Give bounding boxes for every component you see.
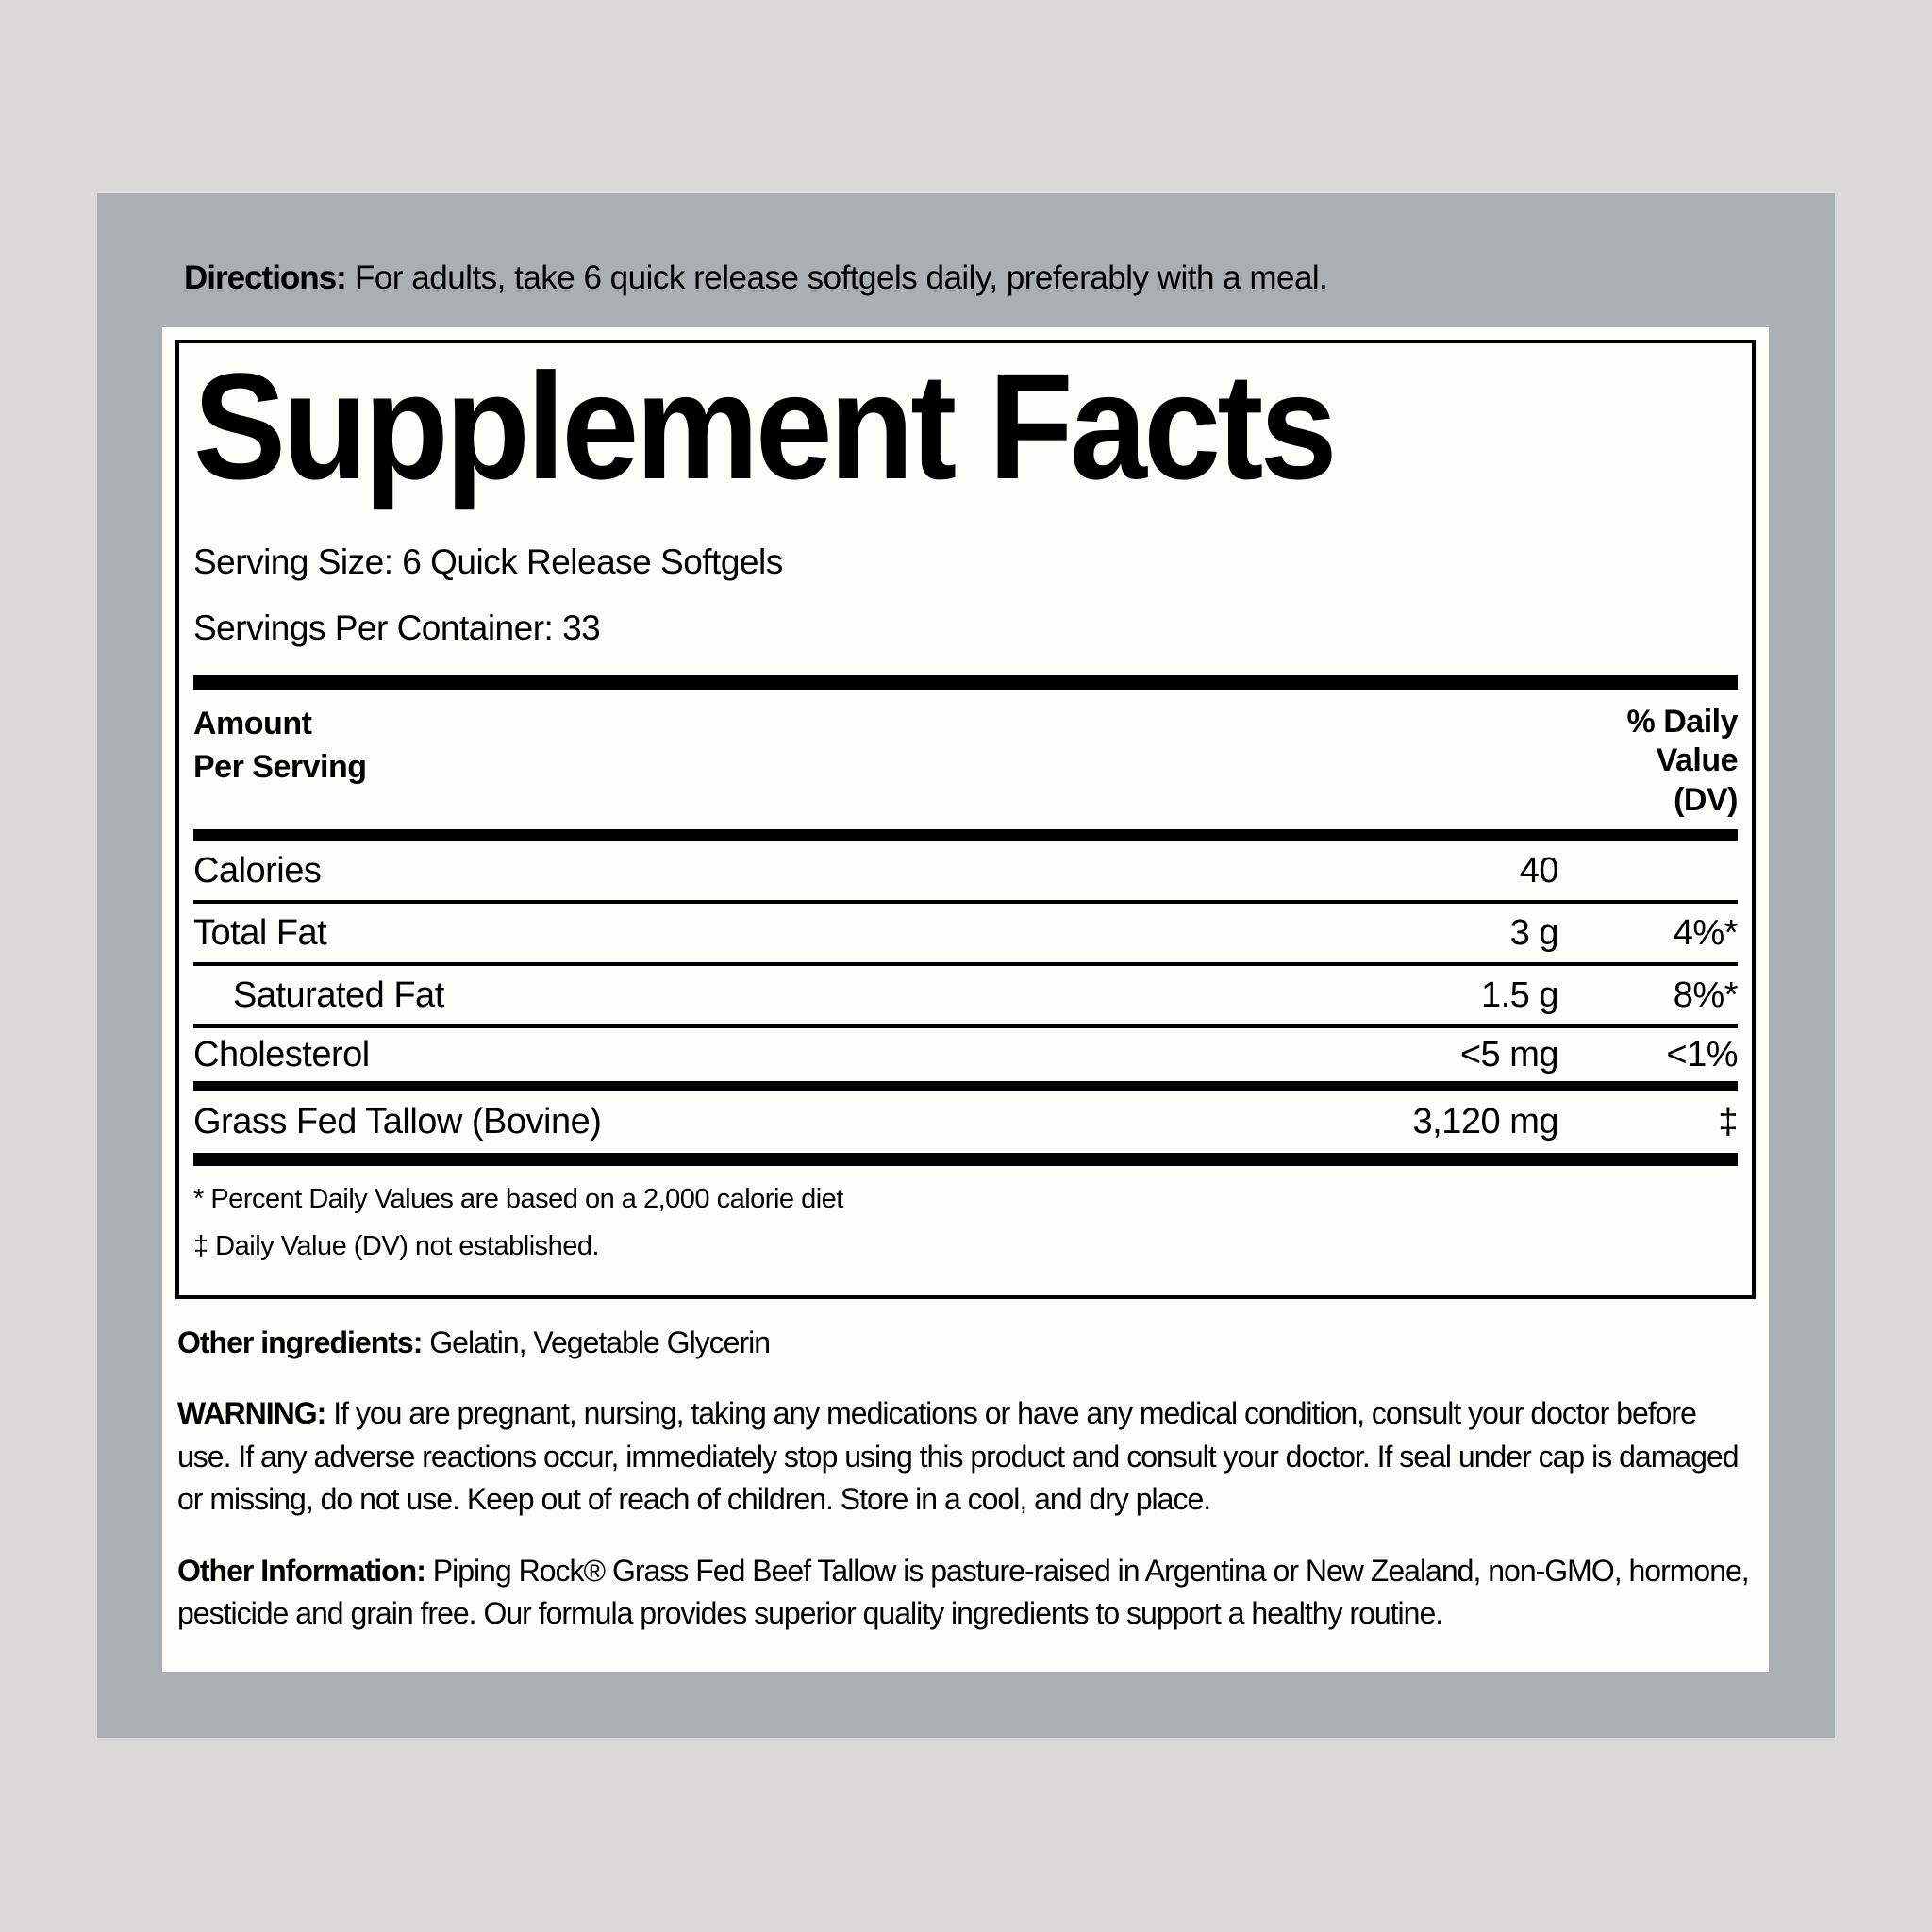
table-row-saturated-fat: Saturated Fat 1.5 g 8%* (193, 966, 1739, 1029)
footnote-dv-not-established: ‡ Daily Value (DV) not established. (193, 1231, 600, 1262)
row-amount: <5 mg (1459, 1034, 1559, 1074)
daily-value-header: % Daily Value (DV) (1626, 703, 1739, 818)
warning-text: If you are pregnant, nursing, taking any… (177, 1396, 1740, 1517)
row-dv: <1% (1666, 1034, 1738, 1074)
label-panel: Directions: For adults, take 6 quick rel… (97, 193, 1835, 1738)
supplement-label: Supplement Facts Serving Size: 6 Quick R… (162, 327, 1769, 1672)
directions-text: Directions: For adults, take 6 quick rel… (184, 258, 1740, 299)
other-information-text: Piping Rock® Grass Fed Beef Tallow is pa… (177, 1553, 1750, 1631)
amount-per-serving-header: Amount Per Serving (193, 705, 367, 785)
divider-thick (193, 829, 1738, 842)
other-ingredients: Other ingredients: Gelatin, Vegetable Gl… (177, 1322, 1754, 1364)
directions-body: For adults, take 6 quick release softgel… (355, 259, 1328, 296)
supplement-facts-title: Supplement Facts (193, 341, 1338, 510)
row-name: Cholesterol (193, 1034, 370, 1074)
table-row-calories: Calories 40 (193, 841, 1738, 905)
row-dv: 4%* (1673, 912, 1739, 953)
row-name: Saturated Fat (233, 974, 444, 1015)
footnote-percent-dv: * Percent Daily Values are based on a 2,… (193, 1184, 843, 1215)
table-row-cholesterol: Cholesterol <5 mg <1% (193, 1028, 1739, 1091)
row-dv: ‡ (1718, 1101, 1738, 1141)
servings-per-container: Servings Per Container: 33 (193, 608, 601, 647)
row-amount: 1.5 g (1480, 974, 1559, 1015)
nutrition-table: Calories 40 Total Fat 3 g 4%* Saturated … (193, 841, 1739, 1153)
other-ingredients-label: Other ingredients: (177, 1325, 423, 1359)
table-header: Amount Per Serving % Daily Value (DV) (193, 703, 1739, 820)
row-amount: 40 (1519, 850, 1559, 891)
directions-label: Directions: (184, 259, 347, 296)
table-row-grass-fed-tallow: Grass Fed Tallow (Bovine) 3,120 mg ‡ (193, 1091, 1739, 1153)
row-amount: 3 g (1509, 912, 1559, 953)
divider-thick (193, 675, 1738, 690)
serving-size: Serving Size: 6 Quick Release Softgels (193, 541, 783, 581)
row-amount: 3,120 mg (1412, 1101, 1559, 1141)
warning-label: WARNING: (177, 1396, 326, 1431)
row-name: Calories (193, 850, 322, 891)
divider-thick (193, 1153, 1738, 1167)
row-dv: 8%* (1673, 974, 1739, 1015)
row-name: Total Fat (193, 912, 327, 953)
supplement-facts-box: Supplement Facts Serving Size: 6 Quick R… (175, 340, 1756, 1299)
warning: WARNING: If you are pregnant, nursing, t… (177, 1392, 1754, 1521)
row-name: Grass Fed Tallow (Bovine) (193, 1101, 602, 1141)
footnotes: * Percent Daily Values are based on a 2,… (193, 1181, 1738, 1265)
table-row-total-fat: Total Fat 3 g 4%* (193, 904, 1739, 967)
other-information: Other Information: Piping Rock® Grass Fe… (177, 1550, 1754, 1636)
other-information-label: Other Information: (177, 1553, 426, 1588)
other-ingredients-text: Gelatin, Vegetable Glycerin (429, 1325, 771, 1359)
label-lower-sections: Other ingredients: Gelatin, Vegetable Gl… (175, 1322, 1756, 1636)
